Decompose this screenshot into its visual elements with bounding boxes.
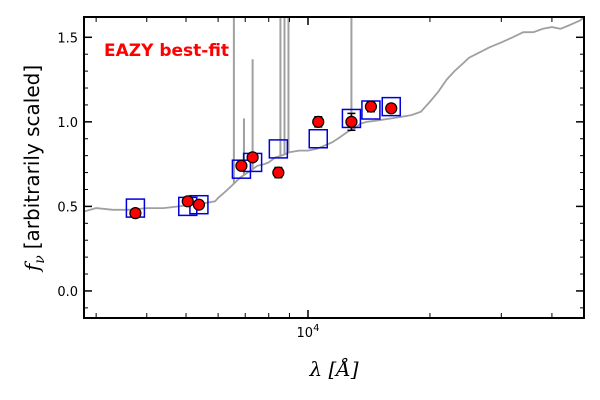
y-axis-text: [arbitrarily scaled]	[20, 65, 44, 249]
x-tick-label: 104	[297, 323, 320, 341]
observed-flux-point	[345, 115, 358, 128]
x-axis-symbol: λ	[308, 357, 322, 381]
model-flux-square	[308, 129, 328, 149]
observed-flux-point	[364, 100, 378, 113]
observed-flux-point	[181, 195, 194, 208]
x-tick-exponent: 4	[313, 323, 319, 334]
y-tick-label: 1.5	[57, 31, 78, 46]
y-tick-label: 1.0	[57, 116, 78, 131]
plot-area	[84, 17, 584, 220]
y-tick-label: 0.0	[57, 285, 78, 300]
y-axis-label: fν[arbitrarily scaled]	[20, 65, 48, 273]
observed-flux-point	[312, 115, 325, 128]
observed-flux-point	[235, 159, 248, 172]
x-axis-unit: [Å]	[328, 356, 358, 381]
plot-frame	[83, 16, 585, 319]
observed-flux-point	[129, 207, 142, 220]
observed-flux-point	[246, 151, 259, 164]
axis-ticks: 0.0 0.5 1.0 1.5 104	[57, 17, 584, 341]
model-flux-square	[268, 139, 289, 159]
observed-flux-point	[192, 198, 206, 211]
y-tick-label: 0.5	[57, 200, 78, 215]
sed-curve	[84, 17, 584, 213]
y-axis-subscript: ν	[32, 255, 48, 264]
x-tick-base: 10	[297, 326, 314, 341]
observed-flux-point	[272, 166, 285, 179]
model-flux-square	[381, 96, 401, 117]
observed-flux-point	[385, 102, 398, 115]
x-axis-label: λ [Å]	[308, 356, 358, 381]
annotation-eazy-best-fit: EAZY best-fit	[104, 41, 229, 61]
